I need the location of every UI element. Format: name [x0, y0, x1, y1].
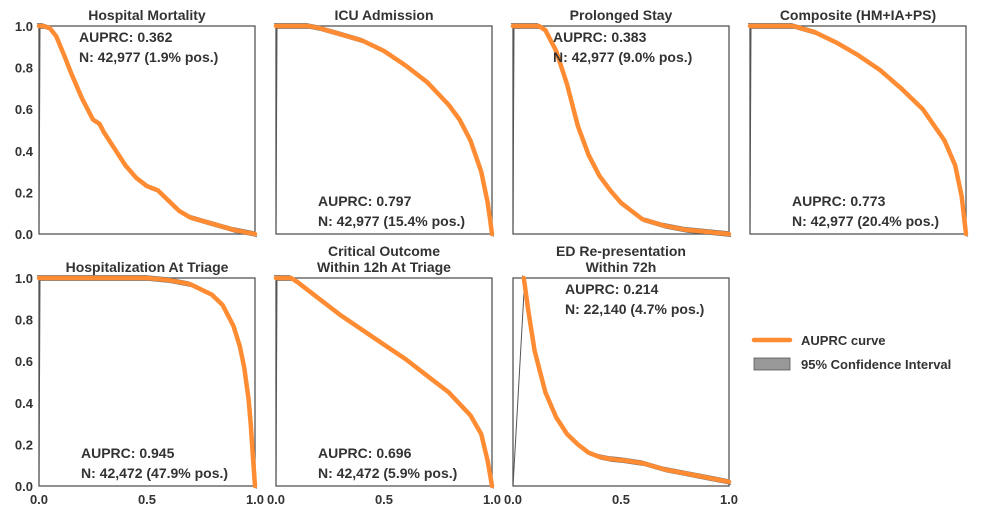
legend: AUPRC curve 95% Confidence Interval — [751, 333, 951, 372]
x-tick-label: 0.5 — [375, 492, 393, 507]
auprc-curve — [273, 23, 495, 237]
auprc-annotation: AUPRC: 0.696 — [318, 445, 412, 461]
subplot-3: Prolonged Stay AUPRC: 0.383 N: 42,977 (9.0… — [510, 7, 732, 237]
subplot-4: Composite (HM+IA+PS) AUPRC: 0.773 N: 42,97… — [747, 7, 969, 237]
y-tick-label: 0.8 — [15, 61, 33, 76]
x-tick-label: 0.0 — [504, 492, 522, 507]
curve-start-segment — [749, 25, 752, 235]
curve-start-segment — [275, 25, 278, 235]
auprc-annotation: AUPRC: 0.945 — [81, 445, 175, 461]
subplot-title: ED Re-presentation Within 72h — [556, 243, 686, 275]
legend-ci-swatch — [753, 357, 791, 371]
y-tick-label: 1.0 — [15, 271, 33, 286]
subplot-title: ICU Admission — [334, 7, 433, 23]
auprc-annotation: AUPRC: 0.773 — [792, 193, 886, 209]
y-tick-label: 0.2 — [15, 185, 33, 200]
subplot-5: Hospitalization At Triage 0.0 0.2 0.4 0.6 0.8… — [15, 259, 264, 507]
x-tick-label: 0.5 — [612, 492, 630, 507]
subplot-title: Hospital Mortality — [88, 7, 206, 23]
subplot-title: Critical Outcome Within 12h At Triage — [317, 243, 451, 275]
auprc-annotation: AUPRC: 0.214 — [565, 281, 659, 297]
legend-curve-label: AUPRC curve — [801, 333, 886, 348]
auprc-curve — [36, 23, 258, 237]
subplot-title: Prolonged Stay — [570, 7, 673, 23]
subplot-title: Composite (HM+IA+PS) — [780, 7, 936, 23]
auprc-annotation: AUPRC: 0.362 — [79, 29, 173, 45]
y-tick-label: 0.4 — [15, 144, 34, 159]
axes-frame — [512, 277, 730, 487]
curve-start-segment — [512, 277, 526, 487]
legend-ci-label: 95% Confidence Interval — [801, 357, 951, 372]
x-tick-label: 0.5 — [138, 492, 156, 507]
curve-start-segment — [512, 25, 515, 235]
auprc-annotation: AUPRC: 0.383 — [553, 29, 647, 45]
y-tick-label: 0.4 — [15, 396, 34, 411]
y-tick-label: 0.6 — [15, 102, 33, 117]
y-tick-label: 0.2 — [15, 437, 33, 452]
auprc-curve — [36, 275, 258, 489]
y-tick-label: 0.0 — [15, 227, 33, 242]
x-tick-label: 1.0 — [483, 492, 501, 507]
y-tick-label: 0.8 — [15, 313, 33, 328]
x-tick-label: 1.0 — [720, 492, 738, 507]
auprc-annotation: AUPRC: 0.797 — [318, 193, 412, 209]
x-tick-label: 1.0 — [246, 492, 264, 507]
x-tick-label: 0.0 — [267, 492, 285, 507]
auprc-curve — [747, 23, 969, 237]
sample-size-annotation: N: 42,977 (20.4% pos.) — [792, 213, 939, 229]
y-tick-label: 0.0 — [15, 479, 33, 494]
x-tick-label: 0.0 — [30, 492, 48, 507]
curve-start-segment — [275, 277, 278, 487]
auprc-curve — [273, 275, 495, 489]
sample-size-annotation: N: 42,472 (5.9% pos.) — [318, 465, 457, 481]
auprc-curve — [510, 23, 732, 237]
subplot-7: ED Re-presentation Within 72h 0.0 0.5 1.0 AUP… — [504, 243, 738, 507]
sample-size-annotation: N: 42,977 (1.9% pos.) — [79, 49, 218, 65]
sample-size-annotation: N: 42,977 (9.0% pos.) — [553, 49, 692, 65]
subplot-2: ICU Admission AUPRC: 0.797 N: 42,977 (15.4… — [273, 7, 495, 237]
sample-size-annotation: N: 42,977 (15.4% pos.) — [318, 213, 465, 229]
auprc-curve — [521, 275, 732, 485]
sample-size-annotation: N: 42,472 (47.9% pos.) — [81, 465, 228, 481]
curve-start-segment — [38, 25, 41, 235]
sample-size-annotation: N: 22,140 (4.7% pos.) — [565, 301, 704, 317]
subplot-6: Critical Outcome Within 12h At Triage 0.0 0… — [267, 243, 501, 507]
subplot-title: Hospitalization At Triage — [66, 259, 229, 275]
subplot-1: Hospital Mortality 0.0 0.2 0.4 0.6 0.8 1.0 AUPR… — [15, 7, 258, 242]
y-tick-label: 1.0 — [15, 19, 33, 34]
curve-start-segment — [38, 277, 41, 487]
y-tick-label: 0.6 — [15, 354, 33, 369]
